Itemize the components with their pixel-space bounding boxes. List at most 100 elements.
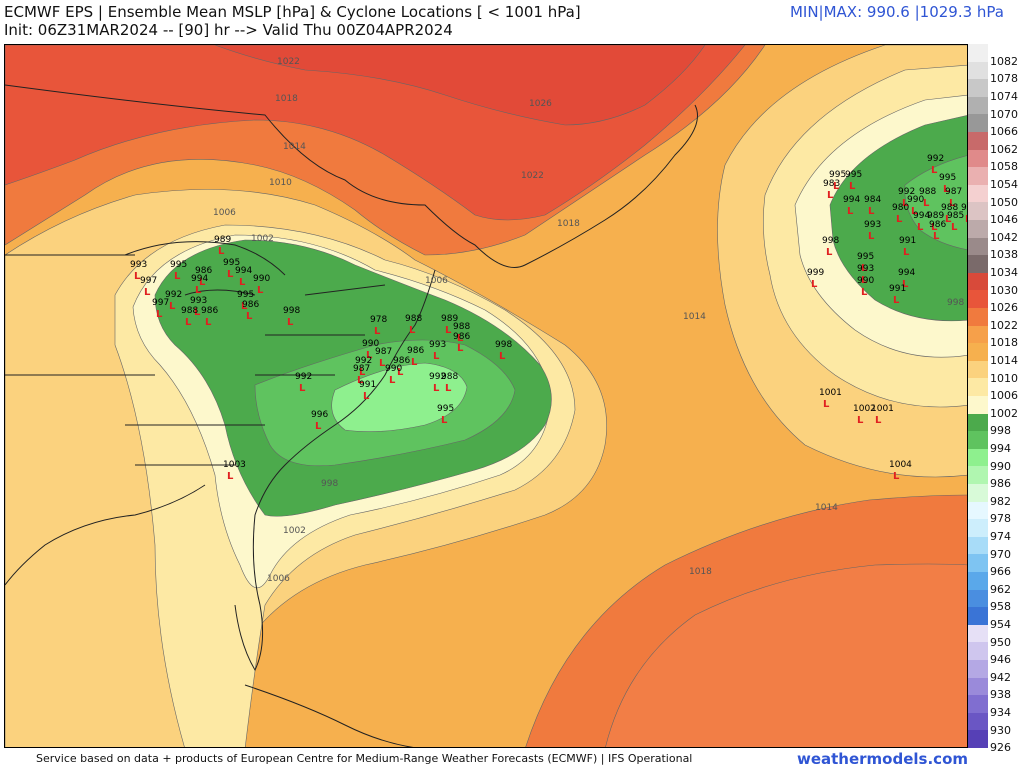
low-marker-icon: L bbox=[893, 471, 900, 482]
cyclone-pressure-label: 992 bbox=[295, 372, 312, 382]
brand-link[interactable]: weathermodels.com bbox=[796, 750, 968, 768]
legend-item: 978 bbox=[968, 501, 1024, 525]
isobar-label: 1018 bbox=[557, 219, 580, 229]
low-marker-icon: L bbox=[299, 383, 306, 394]
legend-label: 1082 bbox=[990, 54, 1018, 68]
band-990-east-coast bbox=[331, 362, 468, 432]
cyclone-pressure-label: 995 bbox=[237, 290, 254, 300]
legend-item: 1070 bbox=[968, 96, 1024, 121]
isobar-label: 1014 bbox=[815, 503, 838, 513]
cyclone-pressure-label: 990 bbox=[385, 364, 402, 374]
isobar-label: 998 bbox=[321, 479, 338, 489]
cyclone-pressure-label: 990 bbox=[362, 339, 379, 349]
legend-label: 1030 bbox=[990, 283, 1018, 297]
legend-swatch bbox=[968, 237, 988, 256]
isobar-label: 1006 bbox=[267, 574, 290, 584]
legend-swatch bbox=[968, 413, 988, 432]
pressure-map[interactable]: 1022 1018 1026 1014 1010 1006 1002 1022 … bbox=[4, 44, 968, 748]
legend-swatch bbox=[968, 677, 988, 696]
cyclone-pressure-label: 987 bbox=[353, 364, 370, 374]
low-marker-icon: L bbox=[195, 285, 202, 296]
legend-swatch bbox=[968, 325, 988, 344]
cyclone-pressure-label: 989 bbox=[927, 211, 944, 221]
cyclone-pressure-label: 995 bbox=[939, 173, 956, 183]
low-marker-icon: L bbox=[931, 165, 938, 176]
isobar-label: 1022 bbox=[277, 57, 300, 67]
legend-swatch bbox=[968, 149, 988, 168]
legend-swatch bbox=[968, 484, 988, 502]
legend-label: 966 bbox=[990, 565, 1011, 579]
isobar-label: 1022 bbox=[521, 171, 544, 181]
band-1022-south bbox=[605, 563, 967, 747]
low-marker-icon: L bbox=[833, 181, 840, 192]
isobar-label: 1026 bbox=[529, 99, 552, 109]
low-marker-icon: L bbox=[861, 275, 868, 286]
low-marker-icon: L bbox=[945, 214, 952, 225]
low-marker-icon: L bbox=[457, 343, 464, 354]
legend-swatch bbox=[968, 431, 988, 449]
low-marker-icon: L bbox=[227, 471, 234, 482]
isobar-labels: 1022 1018 1026 1014 1010 1006 1002 1022 … bbox=[213, 57, 964, 584]
pressure-bands bbox=[5, 45, 967, 747]
cyclone-pressure-label: 990 bbox=[857, 276, 874, 286]
low-marker-icon: L bbox=[169, 301, 176, 312]
legend-item: 1042 bbox=[968, 220, 1024, 244]
legend-swatch bbox=[968, 79, 988, 97]
legend-label: 1058 bbox=[990, 160, 1018, 174]
cyclone-pressure-label: 992 bbox=[165, 290, 182, 300]
cyclone-pressure-label: 988 bbox=[405, 314, 422, 324]
cyclone-pressure-label: 988 bbox=[181, 306, 198, 316]
low-marker-icon: L bbox=[144, 287, 151, 298]
credit-footer: Service based on data + products of Euro… bbox=[36, 752, 693, 765]
cyclone-pressure-label: 986 bbox=[201, 306, 218, 316]
isobar-label: 1018 bbox=[275, 94, 298, 104]
legend-swatch bbox=[968, 360, 988, 379]
legend-label: 962 bbox=[990, 582, 1011, 596]
low-marker-icon: L bbox=[185, 317, 192, 328]
legend-item: 1010 bbox=[968, 360, 1024, 385]
legend-item: 1082 bbox=[968, 44, 1024, 68]
legend-swatch bbox=[968, 501, 988, 520]
legend-label: 1046 bbox=[990, 213, 1018, 227]
low-marker-icon: L bbox=[857, 415, 864, 426]
cyclone-pressure-label: 995 bbox=[223, 258, 240, 268]
cyclone-pressure-label: 1002 bbox=[853, 404, 876, 414]
cyclone-pressure-label: 994 bbox=[913, 211, 930, 221]
legend-swatch bbox=[968, 184, 988, 203]
legend-swatch bbox=[968, 220, 988, 238]
cyclone-pressure-label: 987 bbox=[945, 187, 962, 197]
legend-label: 950 bbox=[990, 635, 1011, 649]
cyclone-pressure-label: 998 bbox=[822, 236, 839, 246]
cyclone-pressure-label: 983 bbox=[823, 179, 840, 189]
low-marker-icon: L bbox=[199, 277, 206, 288]
chart-subtitle: Init: 06Z31MAR2024 -- [90] hr --> Valid … bbox=[4, 21, 453, 39]
cyclone-pressure-label: 995 bbox=[857, 252, 874, 262]
low-marker-icon: L bbox=[943, 184, 950, 195]
isobar-label: 1006 bbox=[213, 208, 236, 218]
band-1026-north bbox=[214, 45, 706, 126]
cyclone-pressure-label: 995 bbox=[170, 260, 187, 270]
low-marker-icon: L bbox=[875, 415, 882, 426]
legend-swatch bbox=[968, 96, 988, 115]
cyclone-pressure-label: 997 bbox=[152, 298, 169, 308]
isobar-label: 1014 bbox=[683, 312, 706, 322]
legend-item: 1050 bbox=[968, 184, 1024, 209]
legend-item: 994 bbox=[968, 431, 1024, 455]
cyclone-marker: 940L bbox=[961, 203, 967, 225]
